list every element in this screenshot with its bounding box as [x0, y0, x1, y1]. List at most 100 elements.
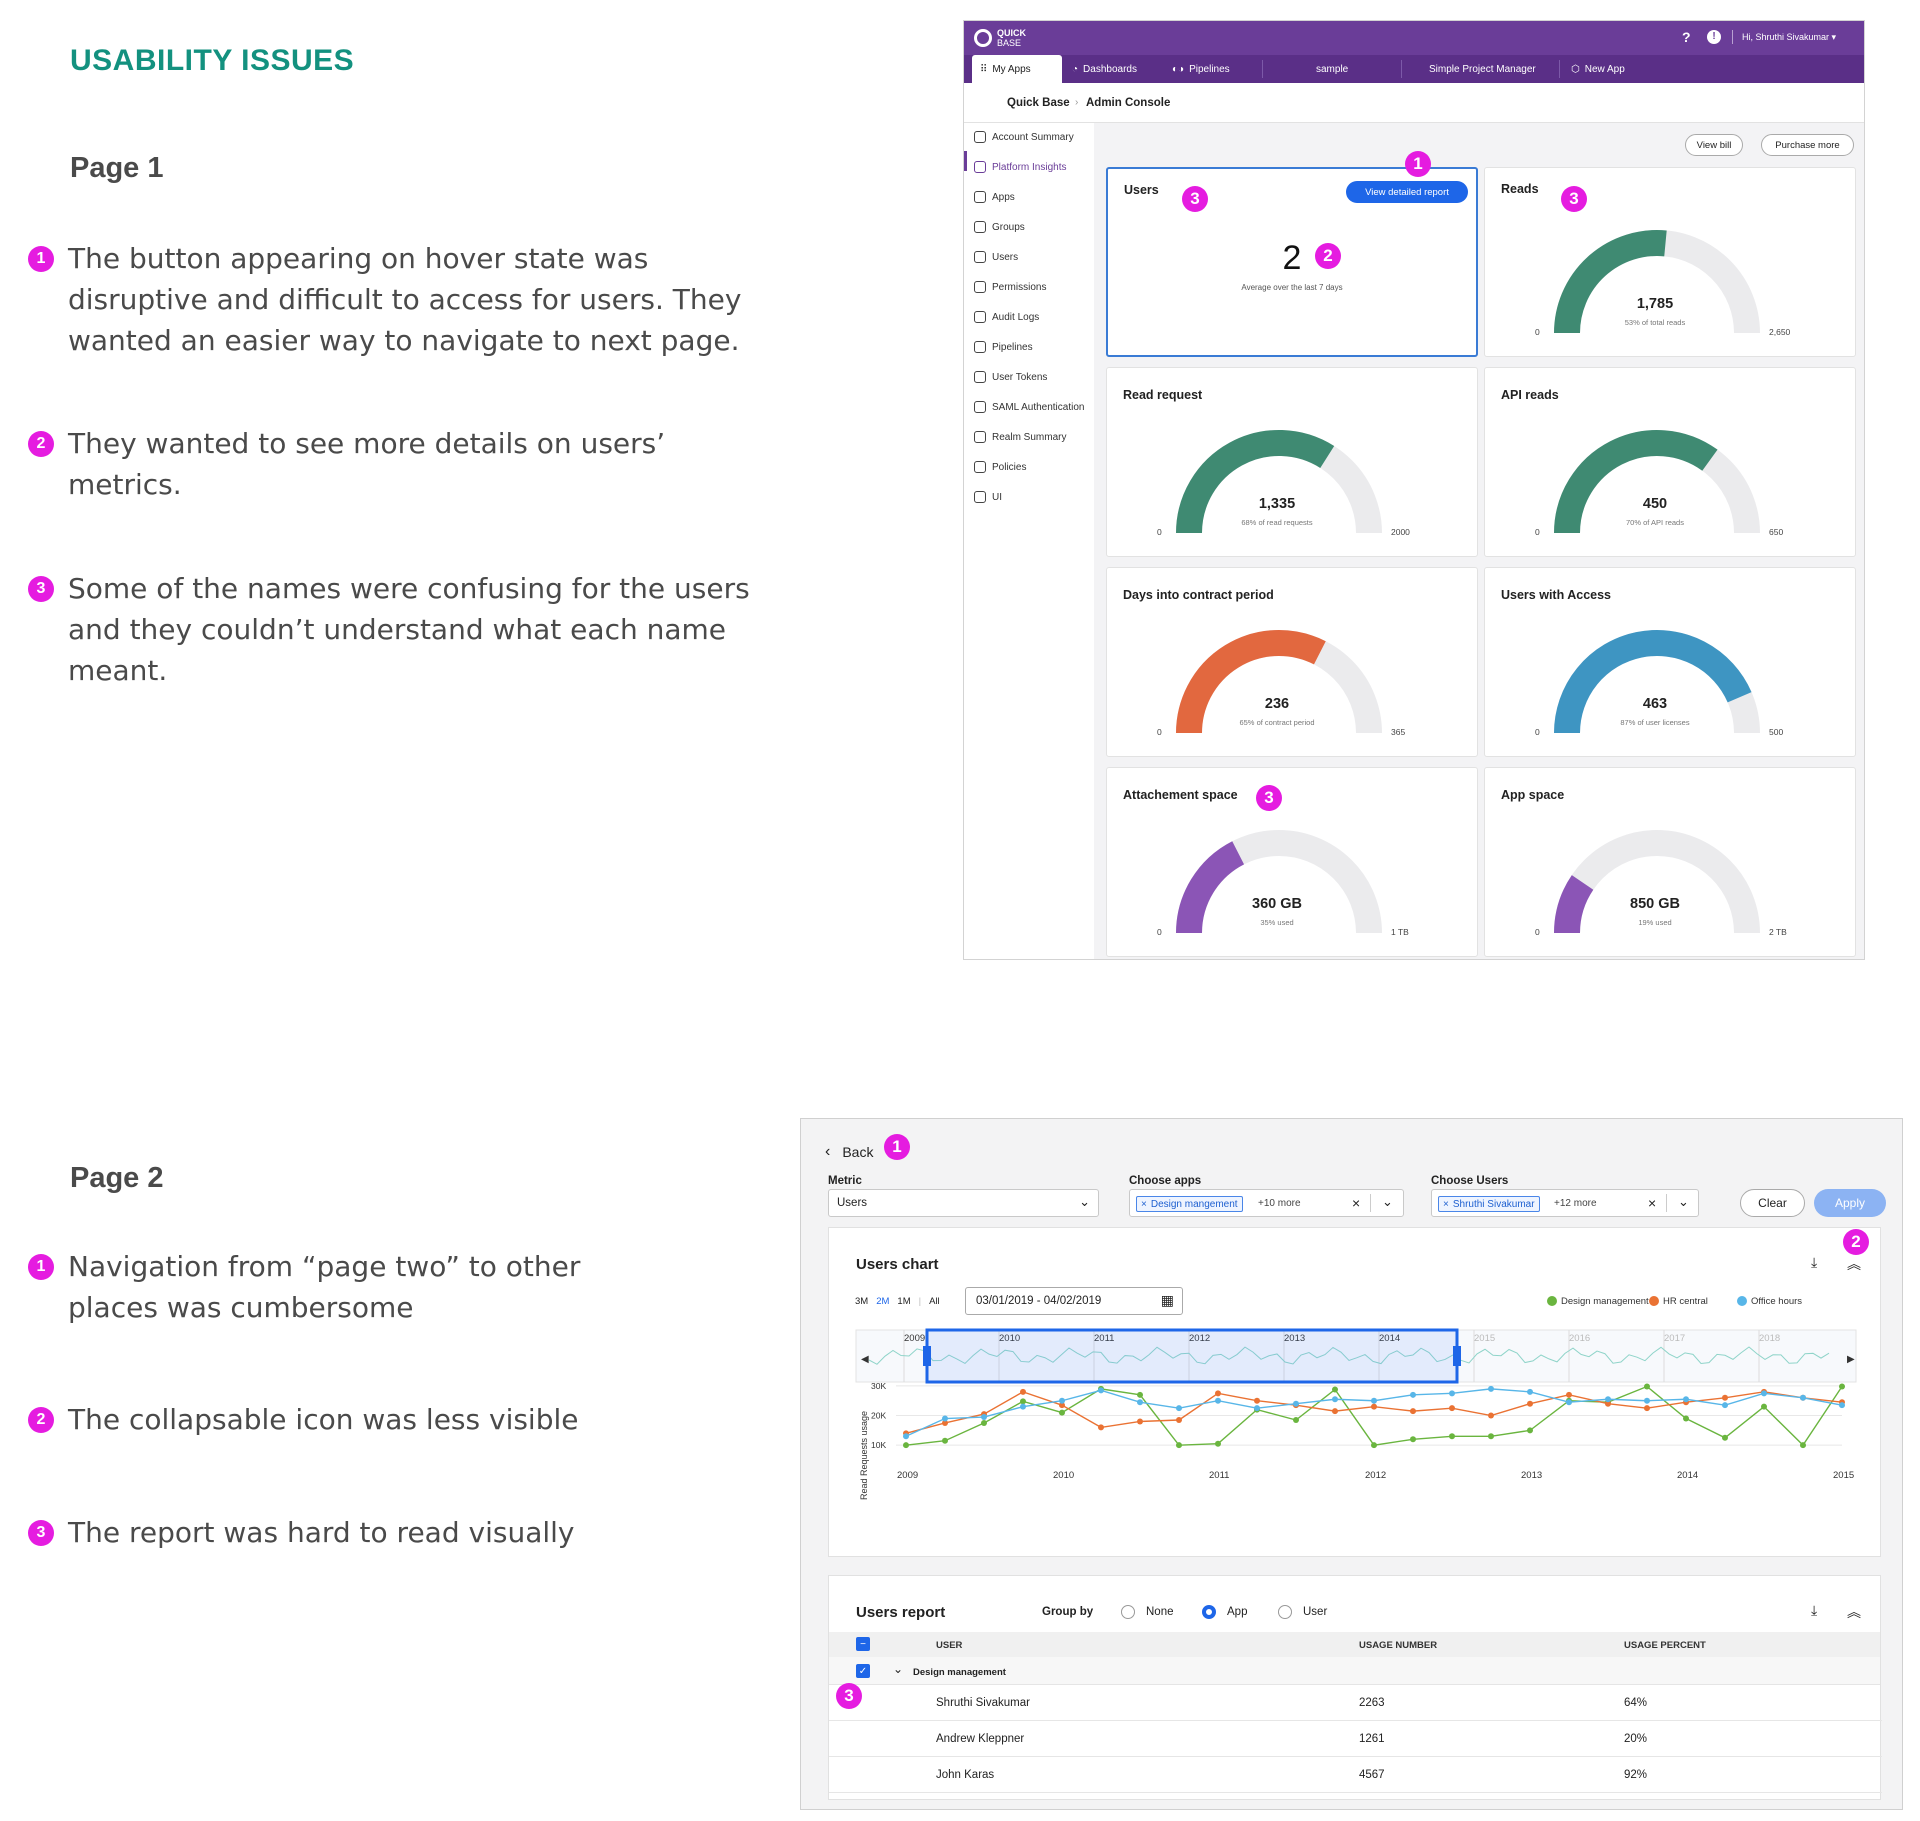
alert-icon[interactable]: !	[1707, 30, 1721, 44]
select-all-checkbox[interactable]: −	[856, 1637, 870, 1651]
page1-issue-3: 3 Some of the names were confusing for th…	[28, 568, 788, 691]
view-bill-button[interactable]: View bill	[1685, 134, 1743, 156]
tab-new-app[interactable]: ⬡ New App	[1571, 63, 1625, 75]
sidebar-item-label: Audit Logs	[992, 311, 1040, 323]
date-range-input[interactable]: 03/01/2019 - 04/02/2019 ▦	[965, 1287, 1183, 1315]
group-user-radio[interactable]	[1278, 1605, 1292, 1619]
group-app-radio[interactable]	[1202, 1605, 1216, 1619]
tab-sample[interactable]: sample	[1316, 63, 1349, 75]
data-point	[1800, 1442, 1806, 1449]
chevron-down-icon[interactable]: ⌄	[1382, 1194, 1393, 1209]
data-point	[942, 1437, 948, 1444]
users-card[interactable]: Users View detailed report 2 Average ove…	[1106, 167, 1478, 357]
sidebar-item[interactable]: Groups	[974, 221, 1025, 233]
sidebar-item[interactable]: Users	[974, 251, 1018, 263]
choose-apps-select[interactable]: × Design mangement +10 more × ⌄	[1129, 1189, 1404, 1217]
data-point	[1020, 1403, 1026, 1410]
data-point	[1254, 1397, 1260, 1404]
breadcrumb-root[interactable]: Quick Base	[1007, 97, 1070, 109]
navigator-label: 2011	[1094, 1333, 1114, 1344]
range-all[interactable]: All	[929, 1296, 940, 1307]
back-link[interactable]: ‹ Back	[825, 1143, 874, 1160]
clear-icon[interactable]: ×	[1648, 1195, 1657, 1211]
sidebar-item[interactable]: User Tokens	[974, 371, 1047, 383]
table-row[interactable]: Shruthi Sivakumar 2263 64%	[829, 1685, 1882, 1721]
group-checkbox[interactable]: ✓	[856, 1664, 870, 1678]
brand-logo: QUICK BASE	[997, 28, 1026, 48]
tab-simple-project-manager[interactable]: Simple Project Manager	[1429, 63, 1536, 75]
data-point	[1488, 1412, 1494, 1419]
sidebar-item[interactable]: Permissions	[974, 281, 1046, 293]
data-point	[1332, 1396, 1338, 1403]
download-icon[interactable]: ⤓	[1811, 1602, 1818, 1618]
sidebar-item[interactable]: UI	[974, 491, 1002, 503]
navigator-bg	[855, 1329, 1857, 1383]
chevron-down-icon[interactable]: ⌄	[1678, 1194, 1689, 1209]
tab-pipelines[interactable]: ◐◑ Pipelines	[1172, 63, 1230, 75]
tab-divider	[1262, 60, 1263, 78]
sidebar-item[interactable]: Account Summary	[974, 131, 1074, 143]
sidebar-item[interactable]: SAML Authentication	[974, 401, 1084, 413]
data-point	[1176, 1405, 1182, 1412]
gauge-min: 0	[1157, 927, 1162, 937]
clear-button[interactable]: Clear	[1740, 1189, 1805, 1217]
user-greeting-menu[interactable]: Hi, Shruthi Sivakumar ▾	[1742, 32, 1837, 42]
gauge-svg	[1554, 430, 1760, 534]
metric-select[interactable]: Users ⌄	[828, 1189, 1099, 1217]
navigator-sparkline	[868, 1346, 1830, 1365]
collapse-icon[interactable]: ︽	[1847, 1256, 1861, 1272]
range-3m[interactable]: 3M	[855, 1296, 869, 1307]
chevron-down-icon: ▾	[1831, 32, 1837, 42]
tab-my-apps[interactable]: ⠿ My Apps	[980, 63, 1031, 75]
gauge-max: 2000	[1391, 527, 1410, 537]
clear-icon[interactable]: ×	[1352, 1195, 1361, 1211]
tab-dashboards[interactable]: ◔ Dashboards	[1072, 63, 1137, 75]
cell-usage-number: 1261	[1359, 1733, 1385, 1745]
sidebar-item[interactable]: Policies	[974, 461, 1026, 473]
sidebar-item-label: Account Summary	[992, 131, 1074, 143]
sidebar-item-label: Realm Summary	[992, 431, 1067, 443]
purchase-more-button[interactable]: Purchase more	[1761, 134, 1854, 156]
chevron-down-icon[interactable]: ⌄	[893, 1662, 904, 1676]
range-2m[interactable]: 2M	[876, 1296, 890, 1307]
data-point	[1020, 1388, 1026, 1395]
help-icon[interactable]: ?	[1682, 29, 1691, 45]
data-point	[981, 1414, 987, 1421]
page1-label: Page 1	[70, 152, 164, 184]
sidebar-item[interactable]: Realm Summary	[974, 431, 1066, 443]
group-none-radio[interactable]	[1121, 1605, 1135, 1619]
data-point	[1371, 1403, 1377, 1410]
navigator-left-arrow: ◀	[861, 1354, 869, 1365]
page-heading: USABILITY ISSUES	[70, 44, 355, 77]
data-point	[1722, 1434, 1728, 1441]
data-point	[1527, 1427, 1533, 1434]
table-row[interactable]: John Karas 4567 92%	[829, 1757, 1882, 1793]
range-1m[interactable]: 1M	[897, 1296, 911, 1307]
gauge-value: 236	[1264, 696, 1290, 712]
quickbase-logo-icon	[974, 29, 992, 47]
table-row[interactable]: Andrew Kleppner 1261 20%	[829, 1721, 1882, 1757]
gauge-fill	[1176, 630, 1326, 734]
view-detailed-report-button[interactable]: View detailed report	[1346, 181, 1468, 203]
sidebar-item[interactable]: Audit Logs	[974, 311, 1039, 323]
sidebar-item[interactable]: Platform Insights	[974, 161, 1066, 173]
data-point	[1332, 1408, 1338, 1415]
group-app-label: App	[1227, 1606, 1248, 1618]
range-selector: 3M 2M 1M | All	[855, 1296, 940, 1307]
page2-label: Page 2	[70, 1162, 164, 1194]
download-icon[interactable]: ⤓	[1811, 1254, 1818, 1270]
apply-button[interactable]: Apply	[1814, 1189, 1886, 1217]
navigator-label: 2014	[1379, 1333, 1400, 1344]
sidebar-item-icon	[974, 251, 986, 263]
app-chip[interactable]: × Design mangement	[1136, 1196, 1243, 1212]
user-chip[interactable]: × Shruthi Sivakumar	[1438, 1196, 1540, 1212]
choose-users-select[interactable]: × Shruthi Sivakumar +12 more × ⌄	[1431, 1189, 1699, 1217]
annotation-marker: 2	[1315, 243, 1341, 269]
gauge-max: 2 TB	[1769, 927, 1787, 937]
sidebar-item[interactable]: Apps	[974, 191, 1015, 203]
admin-sidebar	[964, 123, 1094, 959]
sidebar-item[interactable]: Pipelines	[974, 341, 1033, 353]
annotation-marker: 3	[1561, 186, 1587, 212]
close-icon: ×	[1141, 1198, 1147, 1210]
collapse-icon[interactable]: ︽	[1847, 1604, 1861, 1620]
